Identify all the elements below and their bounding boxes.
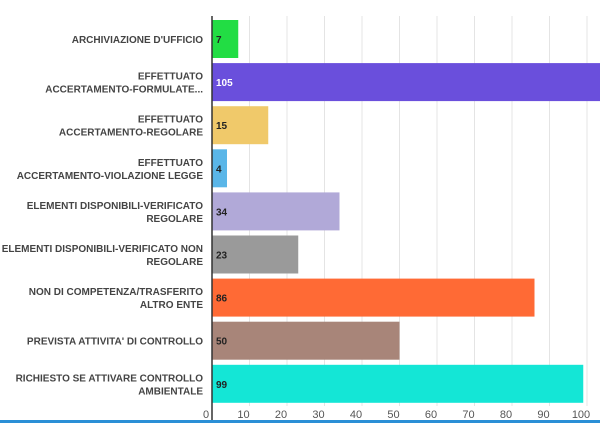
bar xyxy=(212,192,340,231)
category-label: ARCHIVIAZIONE D'UFFICIO xyxy=(72,35,203,46)
bar xyxy=(212,364,584,403)
category-label: EFFETTUATO xyxy=(138,158,203,169)
bar xyxy=(212,321,400,360)
category-label: AMBIENTALE xyxy=(138,386,203,397)
x-tick-label: 40 xyxy=(350,409,362,421)
x-tick-label: 70 xyxy=(462,409,474,421)
category-label: REGOLARE xyxy=(146,257,203,268)
category-label: ACCERTAMENTO-VIOLAZIONE LEGGE xyxy=(17,171,204,182)
category-label: ALTRO ENTE xyxy=(140,300,203,311)
category-label: PREVISTA ATTIVITA' DI CONTROLLO xyxy=(27,337,203,348)
x-tick-label: 10 xyxy=(237,409,249,421)
bar xyxy=(212,149,227,188)
x-tick-label: 90 xyxy=(537,409,549,421)
x-tick-label: 20 xyxy=(275,409,287,421)
category-label: ACCERTAMENTO-FORMULATE... xyxy=(45,85,203,96)
category-label: ACCERTAMENTO-REGOLARE xyxy=(59,128,203,139)
bar-value-label: 34 xyxy=(216,207,228,218)
x-tick-label: 50 xyxy=(387,409,399,421)
category-label: ELEMENTI DISPONIBILI-VERIFICATO NON xyxy=(2,244,203,255)
x-tick-label: 100 xyxy=(572,409,590,421)
bar-value-label: 105 xyxy=(216,78,233,89)
category-label: NON DI COMPETENZA/TRASFERITO xyxy=(29,287,203,298)
bar-value-label: 86 xyxy=(216,294,228,305)
category-label: REGOLARE xyxy=(146,214,203,225)
bar xyxy=(212,63,600,102)
bar-value-label: 99 xyxy=(216,380,228,391)
bar xyxy=(212,278,535,317)
bar xyxy=(212,235,299,274)
x-tick-label: 30 xyxy=(312,409,324,421)
bar-value-label: 50 xyxy=(216,337,228,348)
category-label: EFFETTUATO xyxy=(138,72,203,83)
bar-value-label: 4 xyxy=(216,164,222,175)
bar xyxy=(212,106,269,145)
category-label: EFFETTUATO xyxy=(138,115,203,126)
category-label: ELEMENTI DISPONIBILI-VERIFICATO xyxy=(27,201,204,212)
x-tick-label: 80 xyxy=(500,409,512,421)
bar-value-label: 7 xyxy=(216,35,222,46)
x-tick-label: 0 xyxy=(203,409,209,421)
bar-value-label: 23 xyxy=(216,251,228,262)
x-tick-label: 60 xyxy=(425,409,437,421)
bottom-border xyxy=(0,420,600,423)
bar-value-label: 15 xyxy=(216,121,228,132)
bar xyxy=(212,20,239,58)
category-label: RICHIESTO SE ATTIVARE CONTROLLO xyxy=(16,373,204,384)
